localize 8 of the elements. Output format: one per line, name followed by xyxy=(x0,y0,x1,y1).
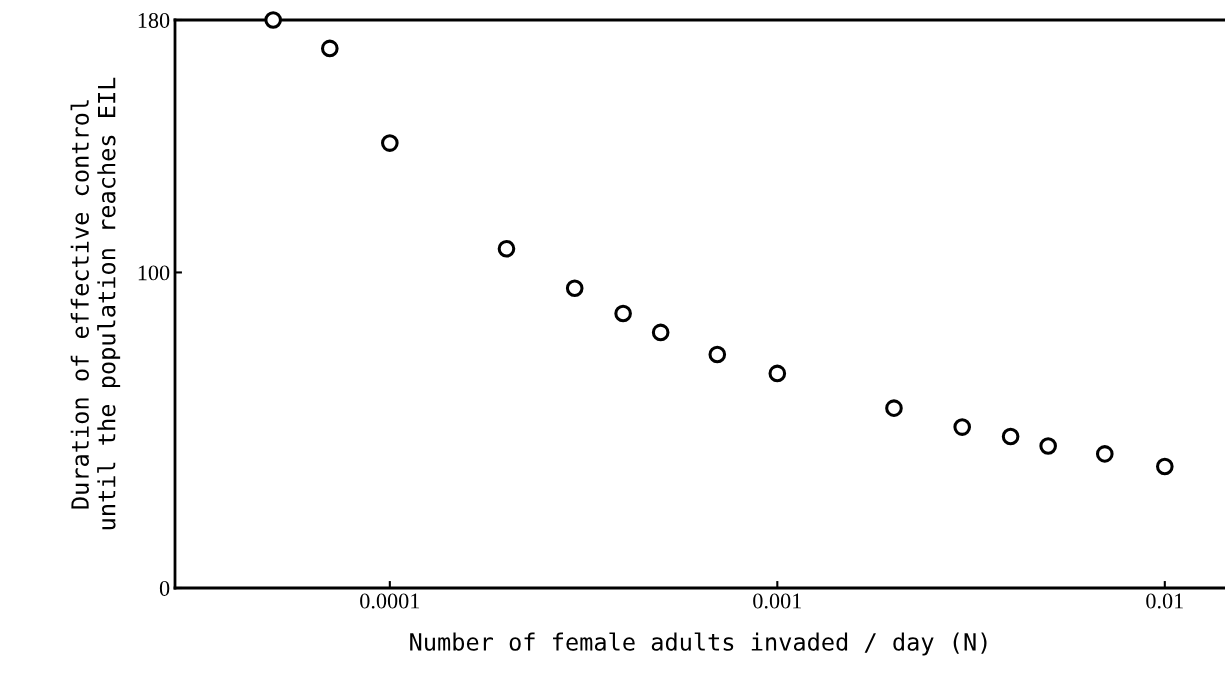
y-tick-label: 100 xyxy=(138,265,170,281)
y-tick-label: 180 xyxy=(138,12,170,28)
x-tick-label: 0.01 xyxy=(1146,593,1183,609)
x-tick-label: 0.001 xyxy=(753,593,801,609)
y-axis-title: Duration of effective control until the population reaches EIL xyxy=(70,77,121,530)
x-tick-label: 0.0001 xyxy=(360,593,420,609)
x-axis-title: Number of female adults invaded / day (N) xyxy=(410,632,987,656)
y-tick-label: 0 xyxy=(159,580,170,596)
